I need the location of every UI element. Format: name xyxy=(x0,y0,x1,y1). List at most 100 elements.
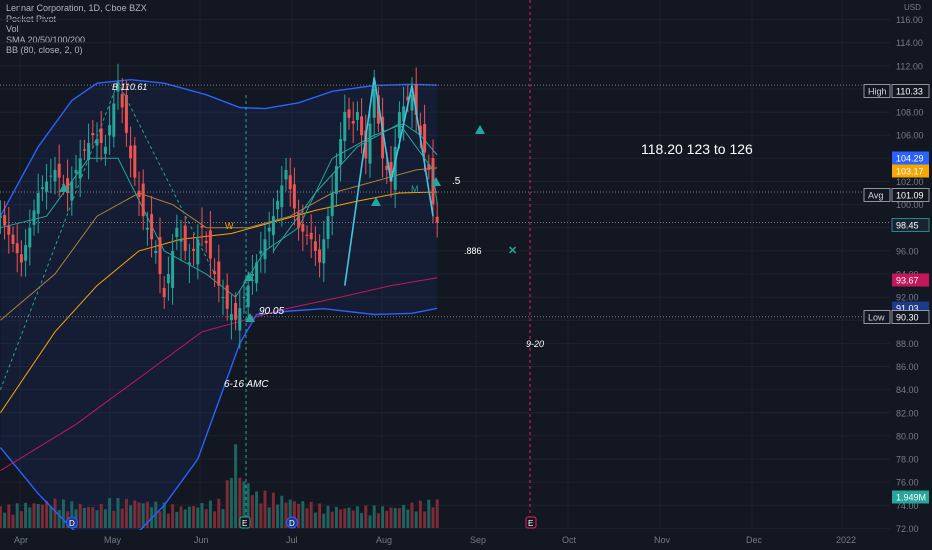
candle-body xyxy=(435,216,439,223)
dividend-badge[interactable]: D xyxy=(286,516,298,529)
candle-body xyxy=(334,166,338,194)
volume-bar xyxy=(49,506,53,528)
price-tag-title-bg xyxy=(863,188,891,202)
badge-letter: D xyxy=(289,519,295,528)
badge-shape xyxy=(239,516,251,529)
pocket-pivot-marker xyxy=(59,183,69,192)
volume-bar xyxy=(196,507,200,528)
dividend-badge[interactable]: D xyxy=(66,516,78,529)
candle-body xyxy=(389,162,393,182)
sma-50-line xyxy=(0,167,438,321)
volume-bar xyxy=(187,506,191,528)
candle-body xyxy=(221,297,225,299)
candle-body xyxy=(360,116,364,136)
volume-bar xyxy=(347,507,351,528)
x-tick-label: Nov xyxy=(654,535,671,545)
volume-bar xyxy=(179,506,183,528)
badge-letter: E xyxy=(528,519,533,528)
price-tag-title: Low xyxy=(868,313,885,323)
candle-body xyxy=(3,215,7,226)
volume-bar xyxy=(133,500,137,528)
volume-bar xyxy=(280,495,284,528)
candle-body xyxy=(271,216,275,236)
candle-body xyxy=(87,142,91,161)
volume-bar xyxy=(87,506,91,528)
price-tag-value: 103.17 xyxy=(896,167,924,177)
price-tag-value: 1.949M xyxy=(896,493,926,503)
candle-body xyxy=(280,185,284,208)
candle-body xyxy=(179,239,183,242)
volume-bar xyxy=(414,511,418,528)
x-tick-label: May xyxy=(104,535,122,545)
candle-body xyxy=(166,274,170,284)
indicator-volume[interactable]: Vol xyxy=(6,24,19,34)
y-tick-label: 74.00 xyxy=(896,501,919,511)
pocket-pivot-marker xyxy=(371,197,381,206)
candle-body xyxy=(427,164,431,170)
earnings-badge[interactable]: E xyxy=(525,516,537,529)
volume-bar xyxy=(217,498,221,528)
y-tick-label: 76.00 xyxy=(896,478,919,488)
volume-bar xyxy=(24,502,28,528)
candle-body xyxy=(208,230,212,259)
volume-bar xyxy=(271,492,275,528)
candle-body xyxy=(297,212,301,228)
price-tag-value: 93.67 xyxy=(896,276,919,286)
volume-bar xyxy=(141,503,145,528)
price-tag-bg xyxy=(892,151,929,165)
indicator-bollinger[interactable]: BB (80, close, 2, 0) xyxy=(6,45,83,55)
volume-bar xyxy=(431,507,435,528)
price-tag-value: 91.03 xyxy=(896,304,919,314)
volume-bar xyxy=(297,503,301,528)
volume-bar xyxy=(200,503,204,528)
candle-body xyxy=(309,232,313,240)
candle-body xyxy=(154,250,158,254)
candles xyxy=(0,63,439,349)
sma-100-line xyxy=(0,191,438,414)
y-tick-label: 116.00 xyxy=(896,15,923,25)
candle-body xyxy=(11,234,15,244)
volume-bar xyxy=(225,480,229,528)
badge-shape xyxy=(525,516,537,529)
volume-bar xyxy=(418,500,422,528)
badge-shape xyxy=(66,516,78,529)
candle-body xyxy=(141,183,145,217)
earnings-badge[interactable]: E xyxy=(239,516,251,529)
candle-body xyxy=(40,187,44,190)
indicator-pocket-pivot[interactable]: Pocket Pivot xyxy=(6,13,57,24)
volume-bar xyxy=(238,477,242,528)
candle-body xyxy=(103,146,107,154)
y-tick-label: 88.00 xyxy=(896,339,919,349)
cross-marker: ✕ xyxy=(508,245,517,257)
pattern-xa-line xyxy=(0,81,119,390)
candle-body xyxy=(175,227,179,238)
candle-body xyxy=(431,158,435,205)
pocket-pivot-marker xyxy=(475,125,485,134)
candle-body xyxy=(368,123,372,164)
candle-body xyxy=(129,145,133,159)
candle-body xyxy=(150,214,154,240)
volume-bar xyxy=(402,505,406,528)
candle-body xyxy=(133,145,137,178)
volume-bars xyxy=(0,444,439,528)
candle-body xyxy=(196,239,200,265)
candle-body xyxy=(263,239,267,260)
price-tag-value: 110.33 xyxy=(896,87,923,97)
candle-body xyxy=(57,163,61,178)
candle-body xyxy=(15,243,19,254)
volume-bar xyxy=(137,502,141,528)
candle-body xyxy=(284,169,288,180)
indicator-sma[interactable]: SMA 20/50/100/200 xyxy=(6,34,86,45)
volume-bar xyxy=(372,505,376,528)
candle-body xyxy=(171,250,175,288)
y-tick-label: 96.00 xyxy=(896,246,919,256)
candle-body xyxy=(326,216,330,239)
y-tick-label: 82.00 xyxy=(896,408,919,418)
grid-lines xyxy=(0,0,890,529)
volume-bar xyxy=(381,506,385,528)
annotation-low-value: 90.05 xyxy=(259,306,284,317)
x-tick-label: 2022 xyxy=(836,535,856,545)
volume-bar xyxy=(246,483,250,528)
